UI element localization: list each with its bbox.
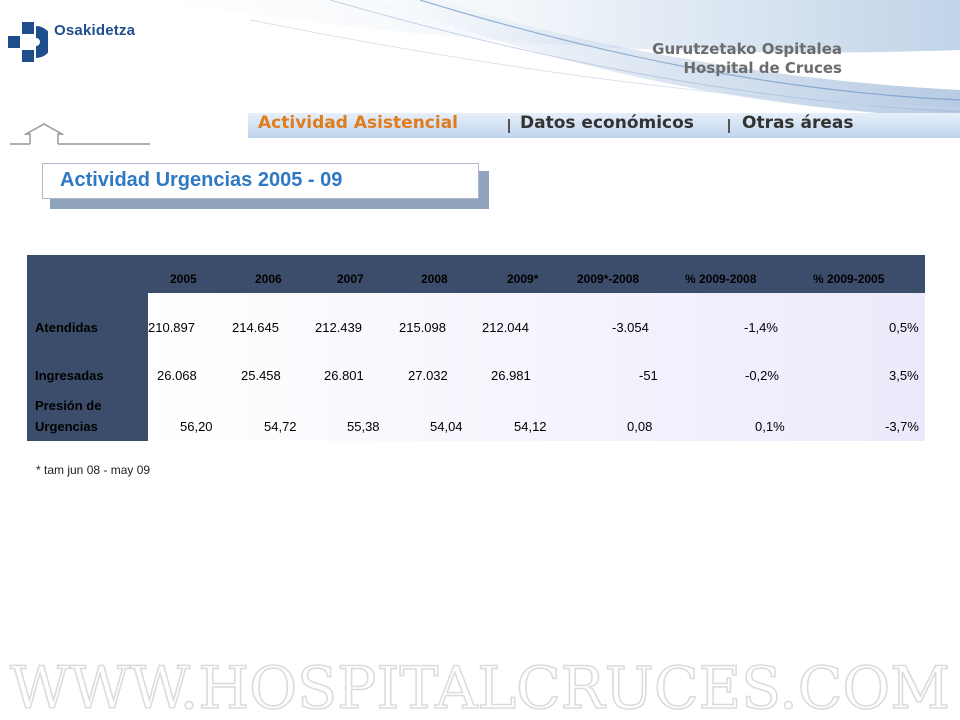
table-cell: -1,4% [744,320,778,335]
hospital-name: Gurutzetako Ospitalea Hospital de Cruces [652,40,842,78]
table-cell: 212.439 [315,320,362,335]
table-cell: -3.054 [612,320,649,335]
table-cell: 3,5% [889,368,919,383]
row-label: Ingresadas [35,368,104,383]
table-cell: 26.068 [157,368,197,383]
brand-name: Osakidetza [54,22,136,39]
table-cell: 210.897 [148,320,195,335]
nav-separator [728,119,730,133]
column-header: % 2009-2008 [685,272,757,286]
nav-otras-areas[interactable]: Otras áreas [742,113,854,133]
column-header: 2005 [170,272,197,286]
column-header: 2009* [507,272,539,286]
row-label: Presión de [35,398,102,413]
watermark-text: WWW.HOSPITALCRUCES.COM [10,654,950,720]
nav-actividad-asistencial[interactable]: Actividad Asistencial [258,113,459,133]
table-cell: -51 [639,368,658,383]
table-cell: 56,20 [180,419,213,434]
column-header: 2009*-2008 [577,272,640,286]
hospital-name-spanish: Hospital de Cruces [683,59,842,77]
table-cell: 27.032 [408,368,448,383]
table-cell: 215.098 [399,320,446,335]
table-cell: 54,12 [514,419,547,434]
main-navigation: Actividad Asistencial Datos económicos O… [248,113,960,138]
column-header: % 2009-2005 [813,272,885,286]
table-cell: 0,5% [889,320,919,335]
table-label-column [27,293,148,441]
column-header: 2007 [337,272,364,286]
column-header: 2008 [421,272,448,286]
table-cell: 26.801 [324,368,364,383]
header-swoosh [150,0,960,118]
home-icon[interactable] [10,122,150,148]
table-cell: 54,04 [430,419,463,434]
osakidetza-logo-icon[interactable] [8,22,48,62]
hospital-name-basque: Gurutzetako Ospitalea [652,40,842,58]
table-cell: 26.981 [491,368,531,383]
table-cell: -0,2% [745,368,779,383]
table-cell: 25.458 [241,368,281,383]
website-watermark: WWW.HOSPITALCRUCES.COM [9,653,951,720]
table-header [27,255,925,293]
table-cell: 0,1% [755,419,785,434]
row-label: Urgencias [35,419,98,434]
page-title-box: Actividad Urgencias 2005 - 09 [42,163,479,199]
page-title: Actividad Urgencias 2005 - 09 [60,169,343,191]
table-cell: 55,38 [347,419,380,434]
table-cell: 0,08 [627,419,653,434]
table-cell: 214.645 [232,320,279,335]
footnote: * tam jun 08 - may 09 [36,463,151,477]
column-header: 2006 [255,272,282,286]
nav-datos-economicos[interactable]: Datos económicos [520,113,694,133]
table-cell: 212.044 [482,320,529,335]
table-body [148,293,925,441]
table-cell: -3,7% [885,419,919,434]
table-cell: 54,72 [264,419,297,434]
row-label: Atendidas [35,320,98,335]
nav-separator [508,119,510,133]
